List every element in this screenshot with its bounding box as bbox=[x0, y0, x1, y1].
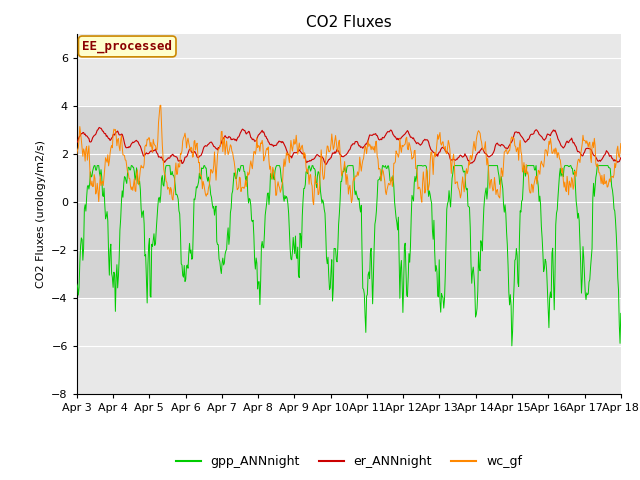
Y-axis label: CO2 Fluxes (urology/m2/s): CO2 Fluxes (urology/m2/s) bbox=[36, 140, 45, 288]
Bar bbox=[77, 106, 621, 298]
Legend: gpp_ANNnight, er_ANNnight, wc_gf: gpp_ANNnight, er_ANNnight, wc_gf bbox=[171, 450, 527, 473]
Text: EE_processed: EE_processed bbox=[82, 40, 172, 53]
Title: CO2 Fluxes: CO2 Fluxes bbox=[306, 15, 392, 30]
